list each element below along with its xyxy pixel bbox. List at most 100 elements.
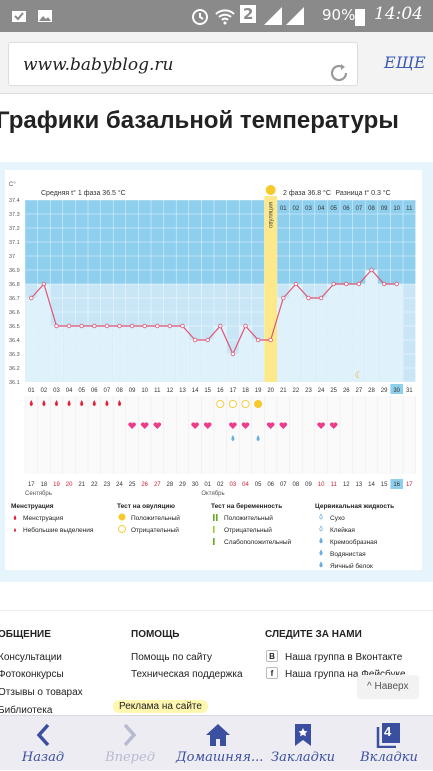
heart-icon: [229, 422, 237, 429]
heart-icon: [317, 422, 325, 429]
temperature-point: [306, 295, 311, 301]
ad-link[interactable]: Реклама на сайте: [113, 700, 208, 713]
temp-bar: [378, 284, 390, 382]
legend-positive-icon: [118, 513, 126, 521]
date-label: 30: [192, 482, 199, 488]
temperature-point: [117, 323, 122, 329]
url-text[interactable]: www.babyblog.ru: [23, 55, 174, 75]
footer-link[interactable]: Библиотека: [0, 705, 53, 716]
back-arrow-icon: [36, 723, 50, 747]
cycle-day-label: 23: [305, 388, 312, 394]
temp-bar: [214, 326, 227, 382]
alarm-icon: [192, 9, 208, 25]
temperature-point: [167, 323, 173, 329]
top-day-label: 11: [406, 206, 413, 212]
footer-link[interactable]: Консультации: [0, 652, 62, 663]
cycle-day-label: 09: [129, 388, 136, 394]
date-label: 25: [129, 482, 136, 488]
y-tick-label: 37.3: [9, 212, 20, 218]
footer-link-vk[interactable]: Наша группа в Вконтакте: [285, 652, 403, 663]
date-label: 27: [154, 482, 161, 488]
legend-item: Водянистая: [330, 551, 366, 558]
today-date-highlight: [390, 479, 403, 489]
date-label: 12: [343, 482, 350, 488]
y-tick-label: 36.6: [9, 310, 20, 316]
temperature-point: [281, 295, 286, 301]
date-label: 15: [381, 482, 388, 488]
footer-link[interactable]: Помощь по сайту: [131, 652, 212, 663]
legend-spotting-icon: [14, 528, 16, 532]
heart-icon: [191, 422, 199, 429]
temp-bar: [126, 326, 138, 382]
top-day-label: 08: [368, 206, 375, 212]
temperature-point: [243, 323, 248, 329]
forward-button[interactable]: Вперед: [95, 716, 165, 771]
back-button[interactable]: Назад: [8, 716, 78, 771]
temp-bar: [315, 298, 327, 382]
address-bar[interactable]: www.babyblog.ru: [8, 42, 358, 86]
date-label: 09: [305, 482, 312, 488]
inbox-icon: [12, 11, 26, 22]
date-label: 11: [331, 482, 338, 488]
y-tick-label: 36.5: [9, 324, 20, 330]
temp-bar: [302, 298, 315, 382]
ovulation-test-icon: [228, 399, 237, 409]
bleeding-drop-icon: [67, 400, 71, 406]
date-label: 04: [242, 482, 249, 488]
top-day-label: 07: [356, 206, 363, 212]
temp-bar: [201, 340, 214, 382]
legend-cervical-icon: [319, 525, 323, 532]
temp-bar: [390, 284, 403, 382]
temp-bar: [327, 284, 340, 382]
temperature-point: [394, 281, 399, 287]
temperature-point: [129, 323, 135, 329]
cycle-day-label: 18: [242, 388, 249, 394]
forward-arrow-icon: [123, 723, 137, 747]
footer-link[interactable]: Фотоконкурсы: [0, 669, 64, 680]
date-label: 06: [267, 482, 274, 488]
moon-icon: ☾: [355, 370, 363, 380]
bleeding-drop-icon: [29, 400, 33, 406]
date-label: 05: [255, 482, 262, 488]
footer-link[interactable]: Техническая поддержка: [131, 669, 243, 680]
legend-cervical-icon: [319, 561, 323, 568]
temperature-point: [356, 281, 362, 287]
reload-icon[interactable]: [327, 61, 351, 85]
temperature-point: [180, 323, 185, 329]
date-label: 17: [28, 482, 35, 488]
back-to-top-button[interactable]: ^ Наверх: [357, 675, 419, 699]
y-tick-label: 36.8: [9, 282, 20, 288]
legend-cervical-icon: [319, 537, 323, 544]
back-to-top-label: Наверх: [374, 681, 409, 692]
y-tick-label: 37.2: [9, 226, 20, 232]
photo-icon: [38, 10, 52, 22]
date-label: 07: [280, 482, 287, 488]
heart-icon: [128, 422, 136, 429]
date-label: 13: [356, 482, 363, 488]
legend-item: Положительный: [131, 514, 180, 522]
bleeding-drop-icon: [55, 400, 58, 406]
legend-cervical-icon: [319, 549, 323, 556]
legend-item: Слабоположительный: [224, 538, 292, 546]
signal-icon: [264, 7, 304, 25]
date-label: 17: [406, 482, 413, 488]
bleeding-drop-icon: [105, 400, 109, 406]
temperature-point: [205, 337, 210, 343]
y-tick-label: 37: [9, 254, 15, 260]
cycle-day-label: 03: [53, 388, 60, 394]
heart-icon: [329, 422, 338, 429]
phase2-label: 2 фаза 36.8 °C: [283, 189, 331, 197]
footer-link[interactable]: Отзывы о товарах: [0, 687, 83, 698]
date-label: 03: [230, 482, 237, 488]
more-menu-button[interactable]: ЕЩЕ: [384, 53, 426, 72]
tabs-button[interactable]: 4 Вкладки: [354, 716, 424, 771]
cycle-day-label: 07: [104, 388, 111, 394]
ovulation-test-icon: [254, 399, 263, 409]
footer-link-facebook[interactable]: Наша группа на Фейсбуке: [285, 669, 406, 680]
bookmarks-button[interactable]: Закладки: [268, 716, 338, 771]
legend-title: Цервикальная жидкость: [315, 503, 394, 510]
home-button[interactable]: Домашняя...: [176, 716, 263, 771]
date-label: 26: [141, 482, 148, 488]
temperature-point: [255, 337, 261, 343]
ovulation-test-icon: [241, 399, 250, 409]
